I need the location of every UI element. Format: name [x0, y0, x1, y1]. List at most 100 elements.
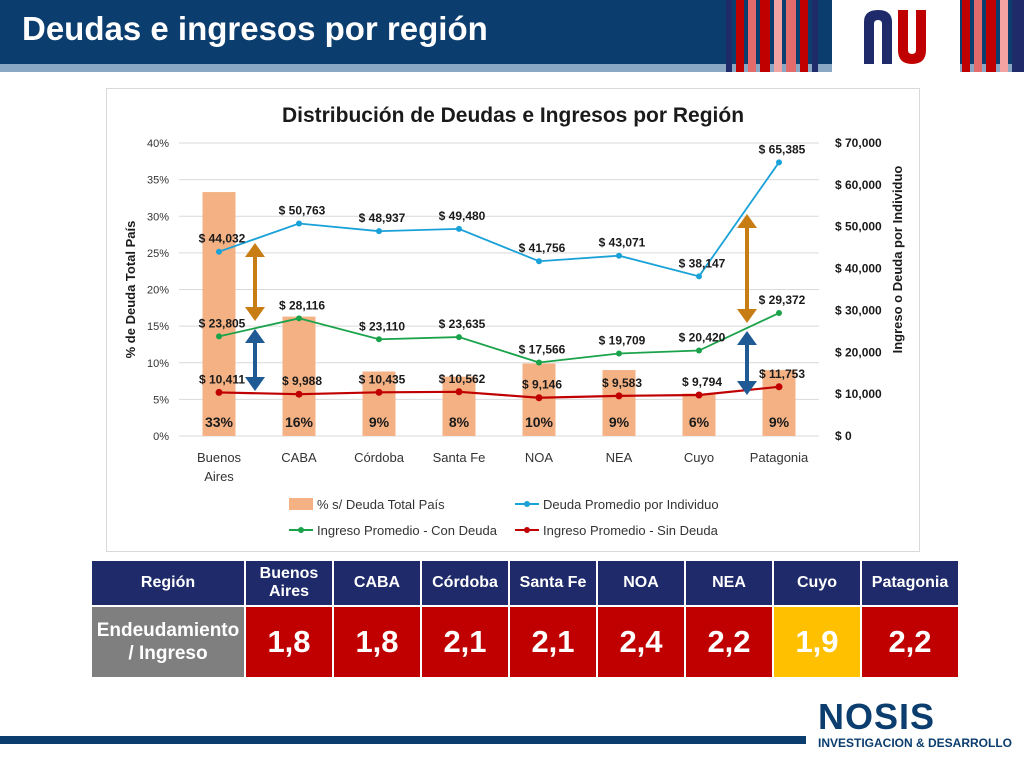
- data-label: $ 43,071: [599, 236, 646, 250]
- data-label: $ 20,420: [679, 331, 726, 345]
- x-tick-label: Santa Fe: [433, 450, 486, 465]
- table-header-cell: Patagonia: [862, 561, 958, 605]
- x-tick-label: Aires: [204, 469, 234, 484]
- data-point: [615, 392, 623, 400]
- table-header-cell: Cuyo: [774, 561, 860, 605]
- bar: [202, 192, 236, 436]
- data-label: $ 41,756: [519, 241, 566, 255]
- data-label: $ 9,794: [682, 375, 722, 389]
- y-left-tick-label: 0%: [153, 431, 169, 443]
- table-row: Endeudamiento / Ingreso 1,8 1,8 2,1 2,1 2,4 2…: [92, 607, 958, 677]
- legend-marker: [524, 501, 530, 507]
- data-point: [295, 390, 303, 398]
- logo-mark-red: [898, 10, 926, 64]
- data-label: $ 23,110: [359, 319, 405, 333]
- bar-label: 16%: [285, 414, 314, 430]
- bar-label: 9%: [369, 414, 390, 430]
- data-label: $ 44,032: [199, 232, 246, 246]
- table-header-cell: Buenos Aires: [246, 561, 332, 605]
- data-point: [456, 334, 462, 341]
- data-point: [776, 159, 782, 166]
- y-left-tick-label: 25%: [147, 248, 169, 260]
- data-label: $ 65,385: [759, 142, 806, 156]
- table-value-cell: 2,2: [686, 607, 772, 677]
- table-header-row: Región Buenos Aires CABA Córdoba Santa Fe NOA…: [92, 561, 958, 605]
- table-value-cell: 2,1: [510, 607, 596, 677]
- data-point: [696, 347, 702, 354]
- header-stripe: [0, 64, 1024, 72]
- table-header-cell: Santa Fe: [510, 561, 596, 605]
- x-tick-label: CABA: [281, 450, 317, 465]
- table-value-cell: 2,1: [422, 607, 508, 677]
- data-point: [296, 315, 302, 322]
- x-tick-label: NEA: [606, 450, 633, 465]
- table-header-cell: NOA: [598, 561, 684, 605]
- bar-label: 8%: [449, 414, 470, 430]
- bar-label: 9%: [609, 414, 630, 430]
- y-right-tick-label: $ 60,000: [835, 178, 882, 192]
- data-label: $ 48,937: [359, 211, 406, 225]
- x-tick-label: Córdoba: [354, 450, 405, 465]
- y-right-tick-label: $ 40,000: [835, 262, 882, 276]
- data-label: $ 17,566: [519, 342, 566, 356]
- table-row-label: Endeudamiento / Ingreso: [92, 607, 244, 677]
- y-right-tick-label: $ 30,000: [835, 303, 882, 317]
- y-left-tick-label: 15%: [147, 321, 169, 333]
- data-point: [775, 383, 783, 391]
- y-left-axis-title: % de Deuda Total País: [123, 221, 138, 359]
- bar-label: 6%: [689, 414, 710, 430]
- double-arrow-icon: [737, 214, 757, 323]
- y-right-tick-label: $ 50,000: [835, 220, 882, 234]
- data-point: [455, 388, 463, 396]
- nosis-subtitle: INVESTIGACION & DESARROLLO: [818, 736, 1013, 750]
- nosis-brand: NOSIS: [818, 696, 936, 737]
- bar: [282, 316, 316, 436]
- data-label: $ 28,116: [279, 298, 325, 312]
- data-point: [695, 391, 703, 399]
- y-left-tick-label: 35%: [147, 175, 169, 187]
- legend-label: Ingreso Promedio - Sin Deuda: [543, 523, 719, 538]
- data-label: $ 19,709: [599, 334, 646, 348]
- y-left-tick-label: 30%: [147, 211, 169, 223]
- data-label: $ 10,562: [439, 372, 486, 386]
- series-line: [218, 312, 780, 364]
- table-value-cell: 1,8: [334, 607, 420, 677]
- bar: [762, 370, 796, 436]
- data-label: $ 9,583: [602, 376, 642, 390]
- legend-label: Ingreso Promedio - Con Deuda: [317, 523, 498, 538]
- double-arrow-icon: [737, 331, 757, 395]
- chart-panel: Distribución de Deudas e Ingresos por Re…: [106, 88, 920, 552]
- data-label: $ 49,480: [439, 209, 486, 223]
- table-header-region: Región: [92, 561, 244, 605]
- data-point: [376, 336, 382, 343]
- footer-bar: [0, 736, 806, 744]
- logo-mark-blue: [864, 10, 892, 64]
- data-label: $ 23,805: [199, 316, 246, 330]
- table-value-cell: 2,2: [862, 607, 958, 677]
- data-point: [616, 350, 622, 357]
- nosis-logo: NOSIS INVESTIGACION & DESARROLLO: [818, 696, 1013, 751]
- data-point: [456, 225, 462, 232]
- y-right-tick-label: $ 20,000: [835, 345, 882, 359]
- legend-swatch: [289, 498, 313, 510]
- data-point: [216, 333, 222, 340]
- data-point: [536, 359, 542, 366]
- data-point: [215, 388, 223, 396]
- bar: [362, 371, 396, 436]
- data-label: $ 50,763: [279, 204, 326, 218]
- data-label: $ 10,435: [359, 372, 406, 386]
- chart-title: Distribución de Deudas e Ingresos por Re…: [282, 104, 744, 127]
- page-title: Deudas e ingresos por región: [22, 10, 488, 47]
- y-right-tick-label: $ 70,000: [835, 136, 882, 150]
- data-point: [536, 258, 542, 265]
- y-left-tick-label: 10%: [147, 358, 169, 370]
- data-label: $ 23,635: [439, 317, 486, 331]
- legend-label: % s/ Deuda Total País: [317, 497, 445, 512]
- legend-marker: [524, 527, 530, 533]
- table-header-cell: CABA: [334, 561, 420, 605]
- bar: [442, 376, 476, 436]
- data-point: [696, 273, 702, 280]
- y-right-axis-title: Ingreso o Deuda por Individuo: [890, 166, 905, 354]
- brand-logo: [832, 0, 960, 72]
- legend-label: Deuda Promedio por Individuo: [543, 497, 719, 512]
